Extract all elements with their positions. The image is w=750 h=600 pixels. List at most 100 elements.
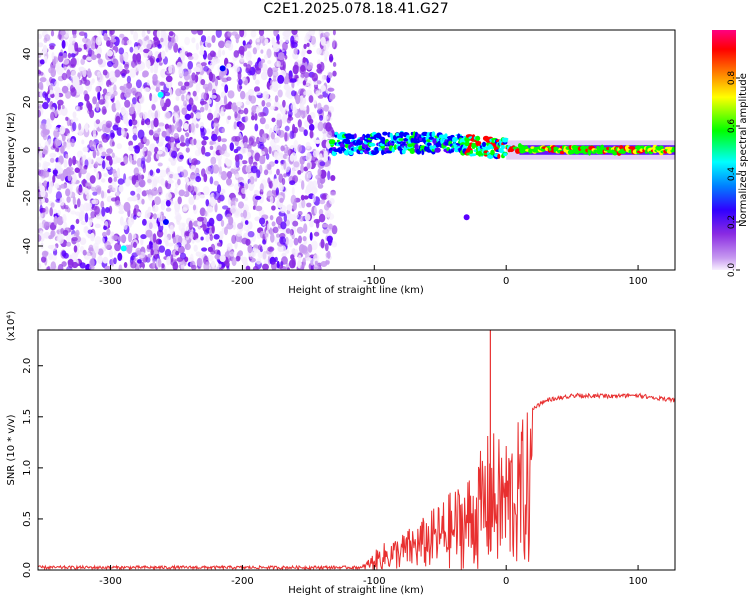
- spectrogram-cell: [314, 260, 318, 265]
- signal-cell: [470, 153, 477, 157]
- spectrogram-cell: [84, 212, 89, 223]
- spectrogram-cell: [320, 85, 326, 92]
- spectrogram-cell: [239, 55, 245, 63]
- signal-cell: [338, 149, 343, 154]
- spectrogram-cell: [38, 234, 42, 242]
- spectrogram-cell: [313, 100, 317, 105]
- spectrogram-cell: [204, 152, 211, 157]
- spectrogram-cell: [230, 205, 237, 214]
- signal-cell: [444, 133, 448, 138]
- spectrogram-cell: [281, 256, 288, 265]
- spectrogram-cell: [235, 37, 239, 44]
- spectrogram-cell: [62, 213, 67, 223]
- spectrogram-cell: [168, 64, 173, 74]
- spectrogram-cell: [313, 231, 320, 237]
- spectrogram-cell: [267, 177, 271, 185]
- spectrogram-cell: [102, 136, 109, 143]
- spectrogram-cell: [153, 38, 160, 45]
- spectrogram-cell: [211, 133, 218, 142]
- spectrogram-cell: [291, 186, 295, 196]
- spectrogram-cell: [85, 38, 92, 49]
- spectrogram-cell: [207, 254, 214, 262]
- spectrogram-cell: [252, 265, 259, 270]
- spectrogram-cell: [102, 69, 108, 76]
- spectrogram-cell: [285, 104, 290, 112]
- spectrogram-cell: [221, 143, 227, 152]
- spectrogram-cell: [181, 169, 189, 178]
- spectrogram-cell: [241, 187, 247, 195]
- spectrogram-cell: [231, 31, 238, 36]
- spectrogram-cell: [130, 190, 136, 196]
- spectrogram-cell: [287, 30, 292, 35]
- spectrogram-cell: [193, 194, 200, 201]
- spectrogram-cell: [141, 190, 148, 197]
- spectrogram-cell: [259, 217, 266, 225]
- spectrogram-cell: [104, 240, 111, 250]
- spectrogram-cell: [50, 230, 55, 239]
- spectrogram-cell: [151, 93, 157, 104]
- spectrogram-cell: [109, 249, 113, 258]
- spectrogram-cell: [67, 52, 72, 59]
- spectrogram-cell: [221, 138, 227, 143]
- snr-plot-area: [38, 330, 675, 570]
- spectrogram-cell: [197, 216, 204, 222]
- spectrogram-cell: [191, 37, 196, 44]
- spectrogram-cell: [157, 128, 161, 133]
- spectrogram-cell: [174, 244, 179, 250]
- spectrogram-cell: [277, 52, 285, 61]
- spectrogram-cell: [279, 197, 284, 203]
- spectrogram-cell: [137, 172, 142, 182]
- spectrogram-cell: [234, 65, 240, 73]
- spectrogram-cell: [49, 89, 54, 95]
- spectrogram-cell: [133, 167, 139, 176]
- spectrogram-cell: [195, 42, 199, 51]
- spectrogram-cell: [267, 60, 272, 65]
- spectrogram-cell: [222, 205, 229, 210]
- spectrogram-cell: [84, 226, 89, 231]
- spectrogram-cell: [235, 211, 240, 217]
- spectrogram-cell: [323, 150, 329, 160]
- spectrogram-cell: [63, 252, 69, 259]
- spectrogram-cell: [45, 221, 52, 226]
- spectrogram-cell: [208, 217, 215, 227]
- spectrogram-cell: [187, 60, 193, 70]
- spectrogram-cell: [105, 100, 109, 108]
- spectrogram-cell: [67, 173, 72, 182]
- spectrogram-cell: [312, 150, 319, 158]
- spectrogram-cell: [293, 47, 299, 55]
- spectrogram-cell: [188, 231, 194, 239]
- spectrogram-cell: [109, 129, 115, 140]
- spectrogram-cell: [283, 76, 289, 85]
- spectrogram-cell: [140, 267, 144, 270]
- spectrogram-cell: [270, 139, 277, 148]
- spectrogram-cell: [321, 194, 327, 201]
- spectrogram-cell: [174, 187, 178, 196]
- spectrogram-cell: [82, 146, 89, 153]
- spectrogram-cell: [272, 226, 279, 234]
- spectrogram-cell: [39, 212, 43, 219]
- spectrogram-cell: [323, 115, 329, 121]
- spectrogram-cell: [309, 232, 313, 241]
- spectrogram-cell: [84, 159, 89, 168]
- spectrogram-cell: [298, 235, 302, 244]
- spectrogram-cell: [141, 30, 146, 38]
- spectrogram-cell: [233, 50, 240, 58]
- spectrogram-cell: [65, 154, 69, 159]
- spectrogram-cell: [207, 112, 214, 121]
- spectrogram-cell: [133, 145, 140, 150]
- signal-cell: [328, 139, 336, 145]
- spectrogram-cell: [326, 131, 333, 139]
- spectrogram-cell: [272, 43, 280, 53]
- signal-cell: [501, 144, 505, 150]
- spectrogram-cell: [247, 221, 253, 230]
- spectrogram-cell: [190, 253, 194, 262]
- spectrogram-cell: [200, 35, 207, 43]
- spectrogram-cell: [319, 199, 326, 205]
- spectrogram-cell: [169, 173, 174, 179]
- spectrogram-cell: [302, 155, 306, 162]
- spectrogram-cell: [209, 176, 214, 185]
- spectrogram-cell: [71, 252, 78, 260]
- spectrogram-cell: [78, 123, 82, 131]
- spectrogram-cell: [266, 163, 270, 170]
